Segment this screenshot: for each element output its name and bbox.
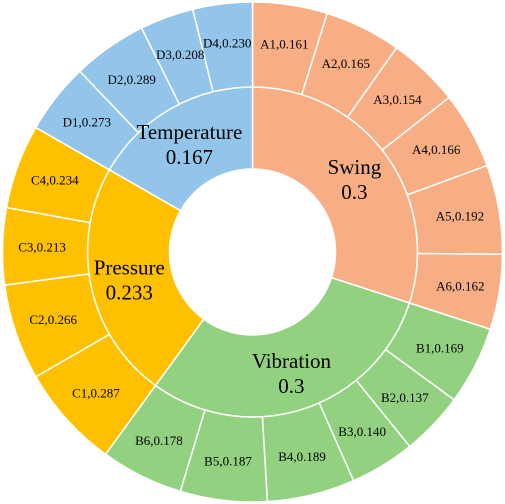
group-weight-vibration: 0.3 <box>278 374 304 398</box>
outer-segment-d4 <box>191 1 254 93</box>
item-label-c3: C3,0.213 <box>18 240 66 255</box>
item-label-b2: B2,0.137 <box>381 390 429 405</box>
item-label-b4: B4,0.189 <box>278 449 326 464</box>
item-label-b5: B5,0.187 <box>204 454 252 469</box>
item-label-a6: A6,0.162 <box>436 278 484 293</box>
item-label-c4: C4,0.234 <box>31 172 79 187</box>
item-label-d1: D1,0.273 <box>63 115 111 130</box>
group-weight-swing: 0.3 <box>341 180 367 204</box>
item-label-d2: D2,0.289 <box>108 72 156 87</box>
item-label-c1: C1,0.287 <box>72 385 120 400</box>
item-label-a2: A2,0.165 <box>322 56 370 71</box>
group-weight-temperature: 0.167 <box>166 145 213 169</box>
group-weight-pressure: 0.233 <box>106 280 153 304</box>
item-label-c2: C2,0.266 <box>29 312 77 327</box>
item-label-a1: A1,0.161 <box>260 36 308 51</box>
item-label-d4: D4,0.230 <box>203 36 251 51</box>
group-label-pressure: Pressure <box>94 255 165 279</box>
item-label-a3: A3,0.154 <box>373 92 422 107</box>
item-label-a5: A5,0.192 <box>436 208 484 223</box>
group-label-temperature: Temperature <box>136 120 242 144</box>
group-label-vibration: Vibration <box>252 349 332 373</box>
labels-layer: Swing0.3A1,0.161A2,0.165A3,0.154A4,0.166… <box>18 36 484 469</box>
item-label-b6: B6,0.178 <box>135 433 183 448</box>
item-label-b1: B1,0.169 <box>416 340 464 355</box>
item-label-b3: B3,0.140 <box>338 424 386 439</box>
item-label-a4: A4,0.166 <box>412 142 461 157</box>
group-label-swing: Swing <box>328 155 382 179</box>
item-label-d3: D3,0.208 <box>156 47 204 62</box>
